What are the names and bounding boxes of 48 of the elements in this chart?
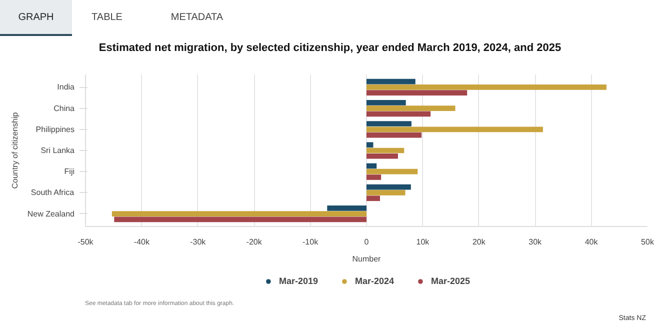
- bar: [366, 190, 406, 196]
- y-tick-label: New Zealand: [27, 209, 75, 218]
- x-tick-label: -40k: [134, 238, 150, 246]
- bar: [366, 121, 412, 126]
- y-axis-title: Country of citizenship: [10, 112, 20, 189]
- x-axis-title: Number: [352, 254, 382, 264]
- y-tick-label: South Africa: [30, 188, 75, 198]
- x-tick-label: -50k: [78, 238, 94, 246]
- x-tick-label: -30k: [190, 238, 207, 246]
- y-tick-label: India: [57, 82, 76, 92]
- x-tick-label: 50k: [641, 238, 655, 246]
- legend-label: Mar-2024: [354, 276, 394, 286]
- bar: [366, 148, 404, 154]
- legend-label: Mar-2025: [431, 276, 470, 286]
- bar: [112, 211, 366, 217]
- bar: [366, 126, 543, 132]
- x-tick-label: 30k: [528, 238, 543, 246]
- bar: [366, 196, 380, 202]
- x-tick-label: -20k: [246, 238, 263, 246]
- bar: [366, 174, 382, 180]
- bar: [366, 111, 431, 117]
- bar: [366, 153, 398, 159]
- x-tick-label: 10k: [416, 238, 430, 246]
- bar: [366, 90, 468, 96]
- bar: [366, 132, 422, 138]
- bar: [366, 100, 406, 106]
- bar: [366, 84, 606, 90]
- y-tick-label: China: [54, 104, 76, 113]
- bar: [327, 206, 366, 211]
- text: TABLE: [92, 11, 122, 25]
- y-tick-label: Philippines: [36, 124, 75, 134]
- bar: [366, 184, 411, 190]
- x-tick-label: 40k: [584, 238, 599, 246]
- bar: [366, 163, 377, 169]
- bar: [366, 168, 418, 174]
- bar: [114, 216, 366, 222]
- y-tick-label: Sri Lanka: [40, 146, 76, 155]
- legend-label: Mar-2019: [278, 276, 318, 286]
- bar: [366, 106, 456, 111]
- text: GRAPH: [18, 11, 54, 25]
- x-tick-label: -10k: [302, 238, 320, 246]
- x-tick-label: 20k: [472, 238, 486, 246]
- x-tick-label: 0: [364, 238, 370, 246]
- text: METADATA: [170, 11, 224, 25]
- bar: [366, 78, 416, 84]
- chart-title: Estimated net migration, by selected citizenship, year ended March 2019, 2024, and 2025: [98, 41, 562, 56]
- y-tick-label: Fiji: [64, 167, 75, 176]
- bar: [366, 142, 374, 148]
